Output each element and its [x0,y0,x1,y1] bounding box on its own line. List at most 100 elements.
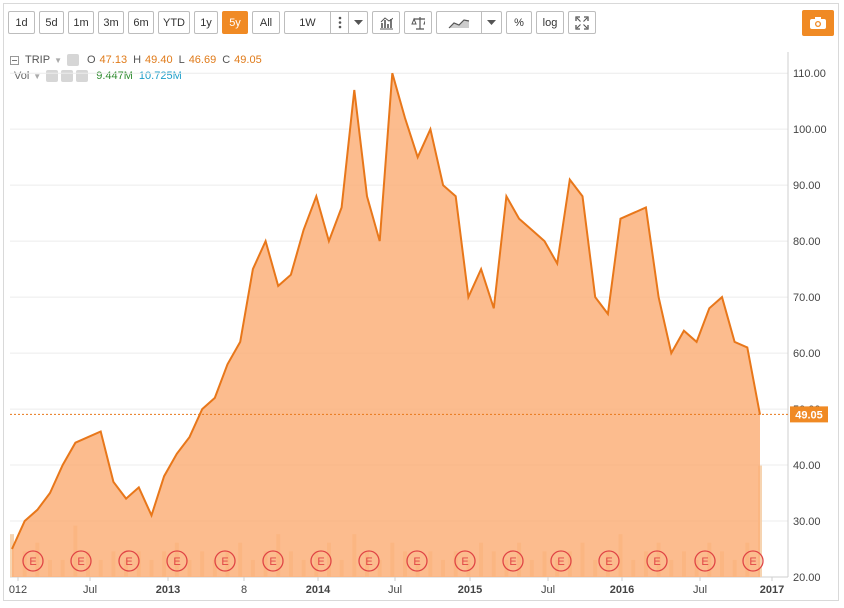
y-tick-label: 70.00 [793,292,821,304]
symbol-label[interactable]: TRIP [25,54,51,66]
price-line [11,72,761,550]
toolbar: 1d 5d 1m 3m 6m YTD 1y 5y All 1W % log [8,10,600,35]
earnings-marker-label: E [749,556,756,568]
interval-label: 1W [285,12,331,33]
x-tick-label: Jul [693,584,707,596]
bar-chart-icon[interactable] [372,11,400,34]
y-tick-label: 110.00 [793,68,826,80]
earnings-marker-circle [646,550,668,572]
balance-scale-icon[interactable] [404,11,432,34]
earnings-marker-label: E [269,556,276,568]
chevron-down-icon[interactable] [482,12,501,33]
open-label: O [86,54,96,66]
price-legend-row: TRIP ▼ O 47.13 H 49.40 L 46.69 C 49.05 [10,52,268,68]
earnings-marker-label: E [701,556,708,568]
chart-legend: TRIP ▼ O 47.13 H 49.40 L 46.69 C 49.05 V… [10,52,268,84]
chevron-down-icon[interactable]: ▼ [54,55,62,65]
range-3m-button[interactable]: 3m [98,11,124,34]
x-tick-label: Jul [541,584,555,596]
earnings-marker-circle [118,550,140,572]
percent-button[interactable]: % [506,11,532,34]
x-tick-label: 8 [241,584,247,596]
range-5y-button[interactable]: 5y [222,11,248,34]
x-tick-label: Jul [388,584,402,596]
earnings-marker-label: E [461,556,468,568]
y-tick-label: 40.00 [793,460,821,472]
earnings-marker-label: E [221,556,228,568]
chevron-down-icon[interactable]: ▼ [33,71,42,81]
x-tick-label: 2014 [306,584,331,596]
y-axis: 20.0030.0040.0050.0060.0070.0080.0090.00… [793,68,827,584]
earnings-marker-circle [550,550,572,572]
close-value: 49.05 [234,54,262,66]
price-area [11,72,761,577]
high-value: 49.40 [145,54,173,66]
y-tick-label: 100.00 [793,124,827,136]
earnings-marker-label: E [365,556,372,568]
earnings-marker-circle [358,550,380,572]
earnings-marker-circle [694,550,716,572]
chevron-down-icon[interactable] [349,12,367,33]
earnings-marker-label: E [509,556,516,568]
low-label: L [178,54,185,66]
earnings-marker-label: E [605,556,612,568]
earnings-marker-circle [166,550,188,572]
x-tick-label: 2015 [458,584,482,596]
collapse-toggle-icon[interactable] [10,55,19,65]
earnings-marker-circle [70,550,92,572]
x-tick-label: 2013 [156,584,180,596]
earnings-marker-circle [262,550,284,572]
earnings-marker-label: E [557,556,564,568]
earnings-marker-circle [310,550,332,572]
range-1d-button[interactable]: 1d [8,11,35,34]
y-tick-label: 30.00 [793,516,821,528]
range-ytd-button[interactable]: YTD [158,11,190,34]
earnings-marker-label: E [77,556,84,568]
fullscreen-icon[interactable] [568,11,596,34]
y-tick-label: 20.00 [793,572,821,584]
chart-type-select[interactable] [436,11,502,34]
y-tick-label: 80.00 [793,236,821,248]
earnings-marker-circle [214,550,236,572]
area-chart-icon[interactable] [437,12,482,33]
earnings-marker-circle [454,550,476,572]
earnings-marker-circle [406,550,428,572]
y-tick-label: 90.00 [793,180,821,192]
earnings-marker-circle [22,550,44,572]
camera-icon[interactable] [802,10,834,36]
gear-icon[interactable] [66,54,79,66]
x-axis: 012 Jul 2013 8 2014 Jul 2015 Jul 2016 Jul 2017 [9,577,784,596]
earnings-marker-circle [502,550,524,572]
earnings-marker-circle [742,550,764,572]
range-1m-button[interactable]: 1m [68,11,94,34]
log-scale-button[interactable]: log [536,11,564,34]
earnings-marker-label: E [125,556,132,568]
earnings-marker-label: E [317,556,324,568]
range-5d-button[interactable]: 5d [39,11,64,34]
dots-menu-icon[interactable] [331,12,350,33]
x-tick-label: 2017 [760,584,784,596]
price-area-fill [12,73,760,577]
last-price-label: 49.05 [795,409,823,421]
x-tick-label: Jul [83,584,97,596]
earnings-marker-label: E [653,556,660,568]
close-label: C [222,54,231,66]
x-tick-label: 2016 [610,584,634,596]
range-1y-button[interactable]: 1y [194,11,218,34]
y-tick-label: 60.00 [793,348,821,360]
earnings-marker-label: E [413,556,420,568]
low-value: 46.69 [188,54,217,66]
range-all-button[interactable]: All [252,11,280,34]
high-label: H [133,54,142,66]
last-price-badge [790,406,828,423]
x-tick-label: 012 [9,584,27,596]
chart-frame [3,3,839,601]
earnings-marker-circle [598,550,620,572]
range-6m-button[interactable]: 6m [128,11,154,34]
open-value: 47.13 [99,54,128,66]
earnings-marker-label: E [173,556,180,568]
earnings-marker-label: E [29,556,36,568]
interval-select[interactable]: 1W [284,11,368,34]
